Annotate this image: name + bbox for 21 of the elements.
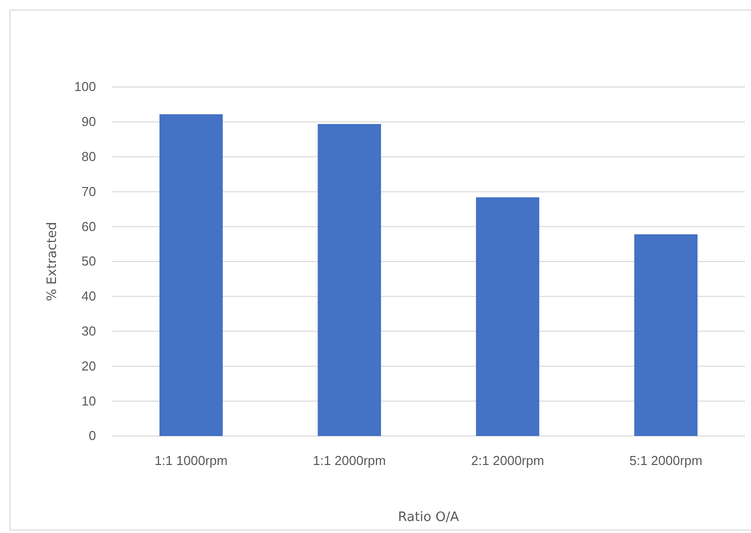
y-axis-title: % Extracted bbox=[45, 222, 60, 302]
x-axis-title: Ratio O/A bbox=[398, 510, 460, 525]
y-tick-label: 40 bbox=[82, 288, 96, 304]
y-tick-label: 70 bbox=[82, 184, 96, 199]
bar bbox=[159, 114, 223, 436]
x-tick-label: 1:1 1000rpm bbox=[154, 453, 228, 468]
bar bbox=[476, 197, 540, 436]
x-tick-label: 1:1 2000rpm bbox=[312, 453, 386, 468]
y-tick-label: 100 bbox=[74, 79, 96, 94]
y-tick-label: 10 bbox=[82, 393, 96, 408]
x-tick-label: 2:1 2000rpm bbox=[471, 453, 544, 468]
y-tick-label: 50 bbox=[82, 254, 96, 269]
bar bbox=[318, 124, 382, 436]
y-tick-label: 80 bbox=[82, 148, 96, 164]
y-tick-label: 60 bbox=[82, 218, 96, 234]
y-tick-label: 20 bbox=[82, 358, 96, 374]
y-tick-label: 0 bbox=[88, 428, 96, 444]
bar bbox=[634, 234, 698, 436]
y-tick-label: 30 bbox=[82, 323, 96, 338]
y-tick-label: 90 bbox=[82, 114, 96, 130]
x-tick-label: 5:1 2000rpm bbox=[629, 453, 702, 468]
